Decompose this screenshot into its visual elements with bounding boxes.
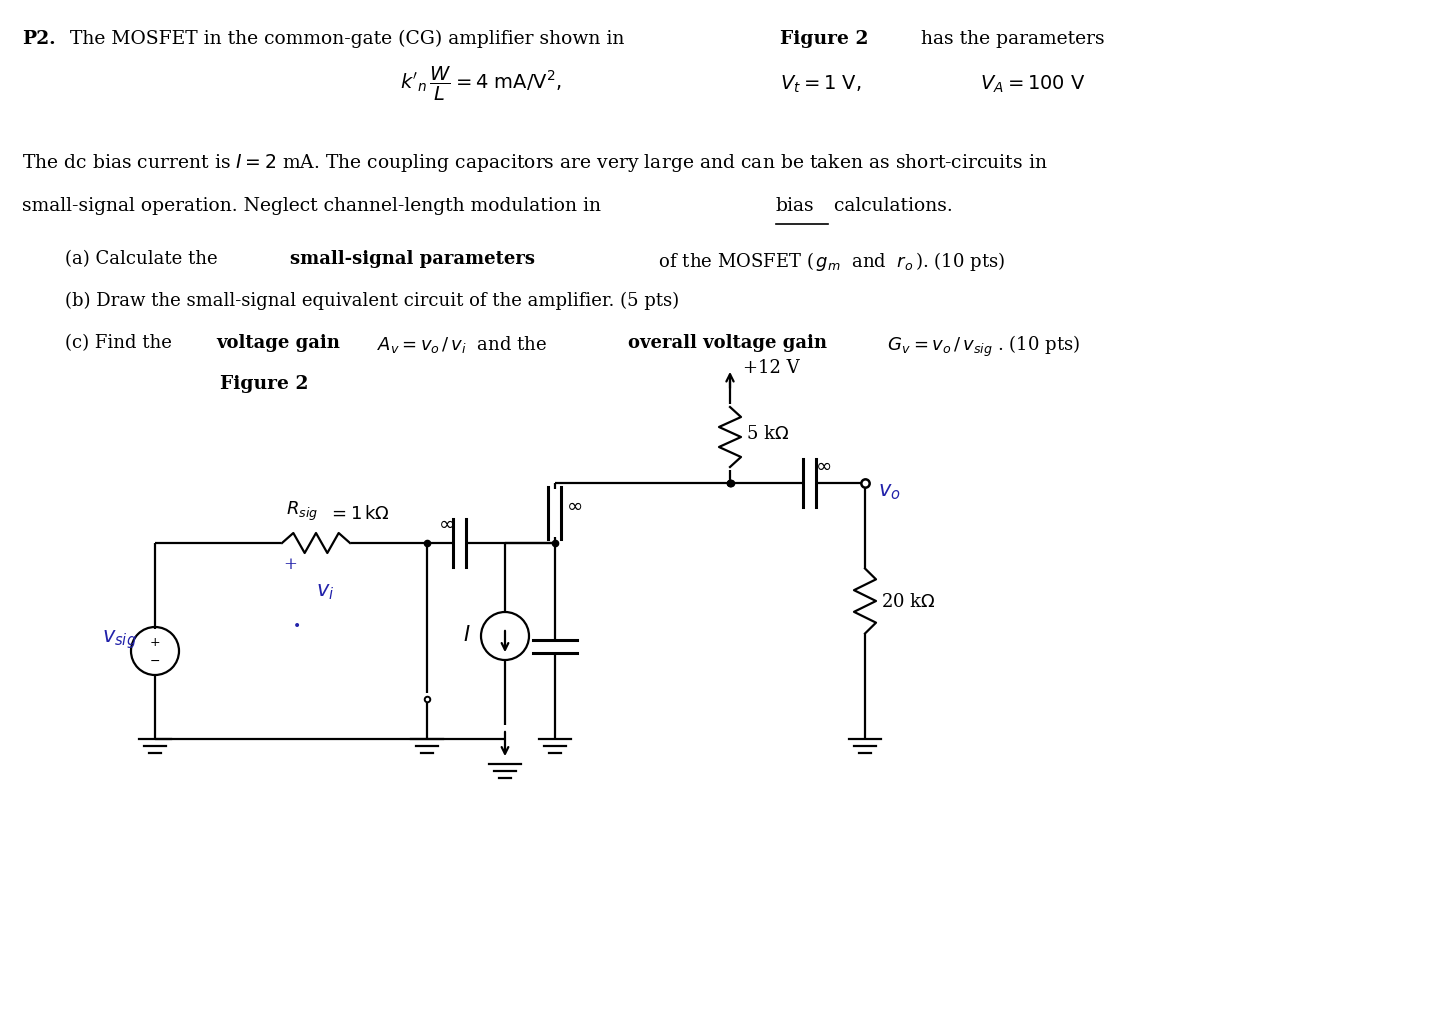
Text: The dc bias current is $I = 2$ mA. The coupling capacitors are very large and ca: The dc bias current is $I = 2$ mA. The c… [22, 152, 1048, 174]
Text: $\infty$: $\infty$ [814, 457, 832, 474]
Text: Figure 2: Figure 2 [220, 375, 309, 392]
Text: of the MOSFET ($\,g_m$  and  $r_o\,$). (10 pts): of the MOSFET ($\,g_m$ and $r_o\,$). (10… [653, 250, 1006, 273]
Text: has the parameters: has the parameters [914, 30, 1104, 48]
Text: $I$: $I$ [464, 625, 471, 644]
Text: bias: bias [777, 197, 814, 214]
Text: voltage gain: voltage gain [216, 334, 341, 352]
Text: $V_t = 1\ \mathrm{V,}$: $V_t = 1\ \mathrm{V,}$ [780, 73, 862, 95]
Text: Figure 2: Figure 2 [780, 30, 868, 48]
Text: $k'_n\,\dfrac{W}{L}=4\ \mathrm{mA/V^2},$: $k'_n\,\dfrac{W}{L}=4\ \mathrm{mA/V^2},$ [400, 65, 562, 103]
Text: The MOSFET in the common-gate (CG) amplifier shown in: The MOSFET in the common-gate (CG) ampli… [70, 30, 630, 49]
Text: $A_v = v_o\,/\,v_i$  and the: $A_v = v_o\,/\,v_i$ and the [372, 334, 548, 355]
Text: small-signal operation. Neglect channel-length modulation in: small-signal operation. Neglect channel-… [22, 197, 607, 214]
Text: 20 k$\Omega$: 20 k$\Omega$ [881, 592, 936, 611]
Text: (a) Calculate the: (a) Calculate the [65, 250, 223, 268]
Text: 5 k$\Omega$: 5 k$\Omega$ [746, 425, 790, 443]
Text: $G_v = v_o\,/\,v_{sig}$ . (10 pts): $G_v = v_o\,/\,v_{sig}$ . (10 pts) [882, 334, 1080, 359]
Text: $= 1\,\mathrm{k\Omega}$: $= 1\,\mathrm{k\Omega}$ [327, 504, 390, 523]
Text: $R_{sig}$: $R_{sig}$ [285, 499, 319, 523]
Text: small-signal parameters: small-signal parameters [290, 250, 535, 268]
Text: $\infty$: $\infty$ [438, 515, 454, 533]
Text: $V_A = 100\ \mathrm{V}$: $V_A = 100\ \mathrm{V}$ [980, 73, 1085, 95]
Text: −: − [149, 654, 161, 667]
Text: •: • [293, 619, 301, 632]
Text: $v_{sig}$: $v_{sig}$ [103, 628, 138, 651]
Text: +: + [283, 555, 297, 572]
Text: $\infty$: $\infty$ [567, 496, 582, 515]
Text: P2.: P2. [22, 30, 55, 48]
Text: overall voltage gain: overall voltage gain [627, 334, 827, 352]
Text: $v_o$: $v_o$ [878, 481, 901, 501]
Text: $v_i$: $v_i$ [316, 581, 335, 601]
Text: calculations.: calculations. [827, 197, 953, 214]
Text: (b) Draw the small-signal equivalent circuit of the amplifier. (5 pts): (b) Draw the small-signal equivalent cir… [65, 292, 680, 310]
Text: +12 V: +12 V [743, 359, 800, 377]
Text: (c) Find the: (c) Find the [65, 334, 178, 352]
Text: +: + [149, 636, 161, 649]
